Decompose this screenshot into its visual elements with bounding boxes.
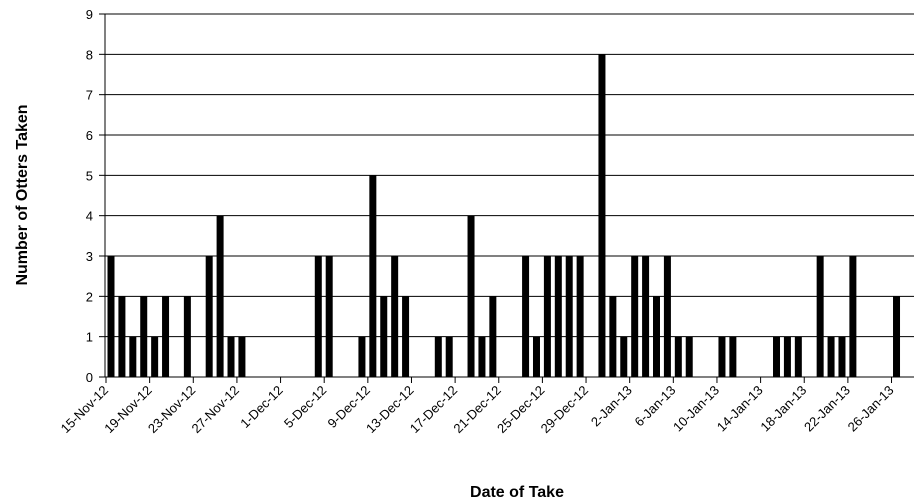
y-tick-label: 2 <box>86 289 93 304</box>
bar <box>598 54 606 377</box>
bar <box>642 256 650 377</box>
x-tick-label: 27-Nov-12 <box>189 383 243 437</box>
y-tick-label: 8 <box>86 47 93 62</box>
bar <box>467 215 475 377</box>
bar <box>522 256 530 377</box>
x-tick-label: 14-Jan-13 <box>714 383 766 435</box>
y-axis-title: Number of Otters Taken <box>14 104 31 285</box>
x-tick-label: 10-Jan-13 <box>670 383 722 435</box>
bar <box>794 336 802 377</box>
bar <box>445 336 453 377</box>
bar <box>663 256 671 377</box>
x-tick-label: 2-Jan-13 <box>588 383 635 430</box>
bar <box>849 256 857 377</box>
y-tick-label: 9 <box>86 7 93 22</box>
bar <box>478 336 486 377</box>
bar <box>325 256 333 377</box>
y-tick-label: 3 <box>86 249 93 264</box>
bar <box>314 256 322 377</box>
bar <box>140 296 148 377</box>
bar <box>609 296 617 377</box>
bar <box>227 336 235 377</box>
bar <box>620 336 628 377</box>
bar <box>216 215 224 377</box>
x-tick-label: 22-Jan-13 <box>801 383 853 435</box>
bar <box>162 296 170 377</box>
x-axis-title: Date of Take <box>470 484 564 501</box>
bar <box>893 296 901 377</box>
x-tick-label: 5-Dec-12 <box>281 383 329 431</box>
bar <box>631 256 639 377</box>
y-tick-label: 1 <box>86 330 93 345</box>
axes <box>104 14 914 383</box>
x-tick-label: 26-Jan-13 <box>845 383 897 435</box>
bar <box>183 296 191 377</box>
bar <box>391 256 399 377</box>
bar <box>358 336 366 377</box>
bar <box>532 336 540 377</box>
bar <box>118 296 126 377</box>
bar <box>543 256 551 377</box>
bar <box>565 256 573 377</box>
bar <box>205 256 213 377</box>
bar <box>151 336 159 377</box>
bar <box>783 336 791 377</box>
bar <box>489 296 497 377</box>
bar <box>827 336 835 377</box>
y-tick-label: 5 <box>86 168 93 183</box>
bar <box>380 296 388 377</box>
bar <box>816 256 824 377</box>
y-tick-label: 6 <box>86 128 93 143</box>
y-tick-labels: 0 1 2 3 4 5 6 7 8 9 <box>86 7 93 385</box>
bar <box>402 296 410 377</box>
bar <box>369 175 377 377</box>
bar <box>838 336 846 377</box>
bar <box>554 256 562 377</box>
bar <box>576 256 584 377</box>
x-tick-label: 29-Dec-12 <box>538 383 592 437</box>
bar <box>685 336 693 377</box>
bar <box>129 336 137 377</box>
bar <box>238 336 246 377</box>
y-tick-label: 0 <box>86 370 93 385</box>
bar <box>773 336 781 377</box>
bars <box>107 54 901 377</box>
x-tick-label: 18-Jan-13 <box>757 383 809 435</box>
x-tick-labels: 15-Nov-1219-Nov-1223-Nov-1227-Nov-121-De… <box>58 383 897 437</box>
y-tick-label: 7 <box>86 88 93 103</box>
bar <box>674 336 682 377</box>
bar <box>718 336 726 377</box>
bar <box>729 336 737 377</box>
bar <box>653 296 660 377</box>
y-tick-label: 4 <box>86 209 93 224</box>
bar <box>107 256 115 377</box>
bar <box>434 336 442 377</box>
x-tick-label: 1-Dec-12 <box>237 383 285 431</box>
